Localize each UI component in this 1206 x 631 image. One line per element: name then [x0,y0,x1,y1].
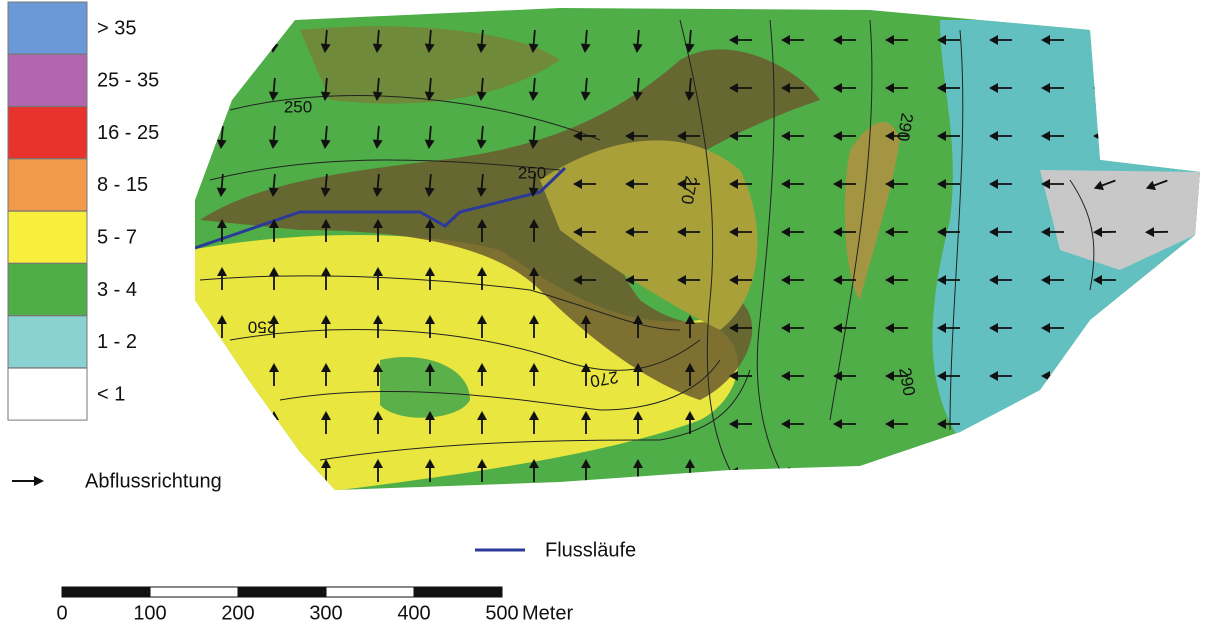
arrow-head [269,459,279,468]
map: 250250250270270290290 [190,0,1206,500]
arrow-head [989,467,998,477]
arrow-head [1093,467,1102,477]
arrow-head [1145,35,1154,45]
body: 250250250270270290290 > 3525 - 3516 - 25… [0,0,1206,631]
flow-arrow [1041,419,1064,429]
flow-arrow [937,467,960,477]
arrow-legend-head [34,476,44,486]
flow-arrow [989,419,1012,429]
contour-label: 250 [518,163,546,182]
flow-arrow [1093,371,1116,381]
legend-label: > 35 [97,17,136,39]
flow-arrow [1093,323,1116,333]
arrow-shaft [221,30,223,50]
legend-swatch [8,107,87,159]
flow-arrow [1093,83,1116,93]
scale-segment [238,587,326,597]
arrow-head [217,363,227,372]
arrow-head [1145,275,1154,285]
arrow-head [937,467,946,477]
scale-label: 100 [133,602,166,624]
legend-swatch [8,159,87,211]
flow-arrow [1145,35,1168,45]
arrow-shaft [221,78,223,98]
legend-label: 5 - 7 [97,226,137,248]
arrow-head [216,92,227,102]
arrow-head [1041,419,1050,429]
arrow-head [1145,467,1154,477]
flow-arrow [1145,275,1168,285]
arrow-legend-label: Abflussrichtung [85,470,222,492]
arrow-head [1093,371,1102,381]
flow-arrow [989,467,1012,477]
arrow-head [1093,323,1102,333]
flow-arrow [216,78,228,102]
contour-label: 250 [284,97,312,116]
flow-arrow [1145,323,1168,333]
flow-arrow [1093,419,1116,429]
flow-arrow [833,467,856,477]
flow-arrow [1093,35,1116,45]
flow-arrow [216,30,228,54]
flow-arrow [1145,467,1168,477]
legend-label: 25 - 35 [97,70,159,92]
flow-arrow [1145,131,1168,141]
arrow-head [1093,419,1102,429]
flow-arrow [269,459,279,482]
arrow-head [833,467,842,477]
legend-label: 1 - 2 [97,331,137,353]
arrow-head [1093,35,1102,45]
legend-swatch [8,211,87,263]
legend-swatch [8,2,87,54]
flow-arrow [781,467,804,477]
legend-swatch [8,264,87,316]
scale-segment [326,587,414,597]
legend-label: 16 - 25 [97,122,159,144]
scale-segment [150,587,238,597]
flow-arrow [1145,83,1168,93]
page: Karte {"legend": {"classes": [ {"label":… [0,0,1206,631]
scale-label: 400 [397,602,430,624]
arrow-head [217,459,227,468]
arrow-head [1145,419,1154,429]
arrow-head [1145,323,1154,333]
legend-swatch [8,368,87,420]
arrow-head [885,467,894,477]
scale-label: 200 [221,602,254,624]
arrow-head [1145,83,1154,93]
legend-label: 3 - 4 [97,279,137,301]
legend: > 35 25 - 35 16 - 25 8 - 15 5 - 7 3 - 4 1 - 2 <… [8,2,159,420]
flow-arrow [885,467,908,477]
scale-label: 500 [485,602,518,624]
scale-unit: Meter [522,602,573,624]
legend-label: 8 - 15 [97,174,148,196]
flow-arrow [1093,467,1116,477]
flow-arrow [1145,371,1168,381]
flow-arrow [1145,419,1168,429]
map-figure: 250250250270270290290 > 3525 - 3516 - 25… [0,0,1206,631]
flow-arrow [1041,467,1064,477]
river-legend-label: Flussläufe [545,539,636,561]
arrow-head [781,467,790,477]
flow-arrow [217,411,227,434]
scale-segment [414,587,502,597]
scale-label: 0 [56,602,67,624]
scale-label: 300 [309,602,342,624]
legend-swatch [8,316,87,368]
legend-swatch [8,54,87,106]
arrow-head [1145,371,1154,381]
arrow-head [217,411,227,420]
legend-label: < 1 [97,383,125,405]
arrow-head [1041,467,1050,477]
flow-arrow [217,363,227,386]
contour-label: 250 [248,318,276,337]
arrow-head [216,44,227,54]
scale-segment [62,587,150,597]
arrow-head [1145,131,1154,141]
arrow-head [989,419,998,429]
